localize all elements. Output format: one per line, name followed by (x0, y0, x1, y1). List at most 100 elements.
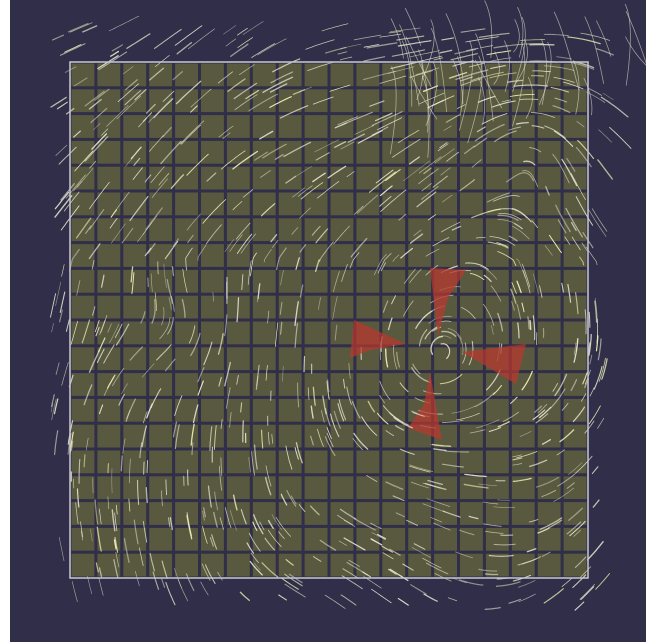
streamline (477, 95, 496, 103)
grid-tile (226, 269, 250, 293)
streamline (314, 259, 320, 273)
streamline (279, 105, 309, 119)
grid-tile (460, 166, 483, 190)
streamline (242, 21, 264, 35)
streamline (529, 319, 532, 331)
streamline (168, 297, 172, 310)
streamline (115, 551, 120, 568)
grid-tile (97, 166, 121, 190)
streamline (574, 556, 587, 569)
streamline (574, 455, 593, 474)
streamline (575, 292, 579, 315)
streamline (90, 528, 93, 542)
streamline (176, 42, 193, 55)
streamline (471, 208, 502, 219)
grid-tile (304, 218, 328, 242)
grid-tile (563, 321, 587, 345)
grid-tile (511, 115, 535, 138)
streamline (295, 442, 303, 464)
grid-tile (408, 244, 432, 267)
streamline (202, 199, 227, 224)
streamline (413, 543, 426, 550)
streamline (373, 254, 387, 276)
streamline (55, 281, 62, 307)
streamline (379, 380, 391, 400)
streamline (418, 329, 428, 347)
grid-tile (252, 63, 276, 87)
grid-tile (382, 398, 406, 422)
streamline (379, 75, 407, 84)
streamline (172, 421, 178, 438)
streamline (150, 166, 165, 184)
streamline (103, 344, 115, 364)
streamline (531, 220, 538, 228)
streamline (116, 504, 118, 515)
grid-tile (71, 295, 95, 319)
streamline (248, 532, 261, 552)
streamline (579, 256, 585, 266)
flow-visualization-viewport[interactable] (10, 0, 646, 642)
streamline (370, 522, 382, 530)
streamline (334, 324, 338, 341)
streamline (80, 521, 84, 537)
streamline (218, 376, 222, 387)
streamline (165, 479, 168, 496)
streamline (395, 425, 405, 431)
streamline (570, 173, 586, 201)
grid-tile (278, 347, 302, 371)
streamline (484, 573, 499, 576)
streamline (103, 376, 115, 396)
streamline (485, 369, 501, 391)
grid-tile (252, 373, 276, 396)
streamline (190, 423, 195, 446)
grid-tile (97, 115, 121, 138)
grid-tile (201, 424, 224, 448)
grid-tile (252, 166, 276, 190)
streamline (187, 28, 215, 50)
streamline (455, 69, 489, 81)
streamline (59, 291, 66, 314)
grid-tile (511, 244, 535, 267)
streamline (61, 264, 65, 277)
streamline (521, 302, 525, 313)
streamline (421, 183, 432, 192)
streamline (51, 398, 57, 421)
streamline (251, 451, 256, 476)
streamline (74, 150, 94, 172)
streamline (433, 522, 451, 531)
streamline (492, 384, 503, 395)
streamline (319, 241, 334, 262)
streamline (153, 28, 182, 50)
streamline (421, 19, 435, 80)
grid-tile (382, 115, 406, 138)
streamline (333, 271, 340, 292)
streamline (540, 38, 547, 105)
streamline (186, 213, 202, 231)
streamline (591, 466, 599, 475)
streamline (162, 90, 175, 102)
streamline (235, 222, 251, 240)
streamline (164, 240, 179, 260)
streamline (582, 372, 588, 385)
streamline (523, 160, 536, 166)
grid-tile (97, 424, 121, 448)
streamline (254, 151, 268, 161)
streamline (51, 322, 54, 333)
grid-tile (537, 553, 561, 577)
grid-tile (485, 398, 509, 422)
flow-field-canvas[interactable] (10, 0, 646, 642)
streamline (259, 521, 265, 531)
grid-tile (175, 553, 198, 577)
streamline (241, 274, 244, 291)
streamline (459, 529, 475, 536)
grid-tile (382, 140, 406, 164)
streamline (227, 78, 246, 92)
streamline (581, 242, 588, 252)
streamline (588, 311, 591, 328)
streamline (541, 551, 551, 557)
grid-tile (149, 347, 173, 371)
grid-tile (252, 450, 276, 474)
streamline (254, 563, 261, 571)
streamline (346, 171, 355, 178)
grid-tile (485, 63, 509, 87)
